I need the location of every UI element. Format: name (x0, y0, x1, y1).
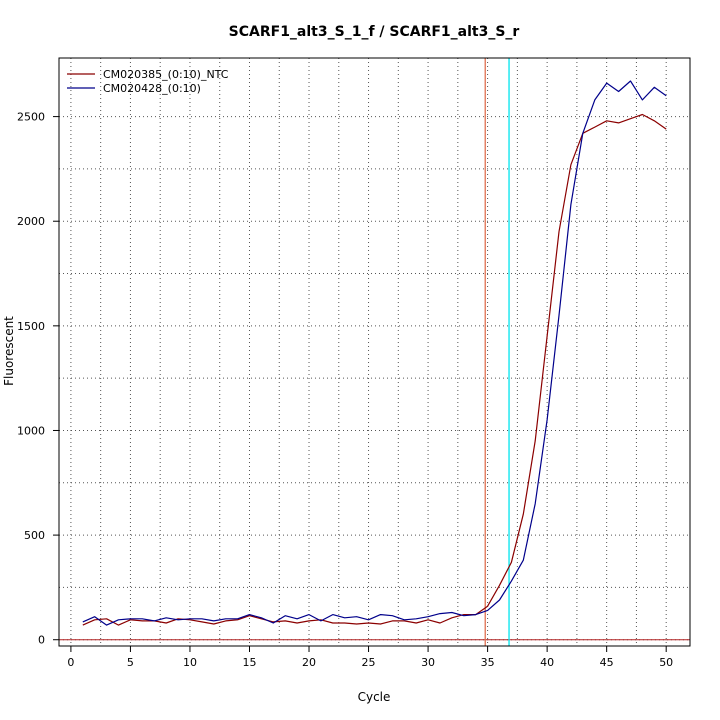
x-axis: 0 5 10 15 20 25 30 35 40 45 50 (67, 646, 673, 669)
x-tick-label: 5 (127, 656, 134, 669)
plot-border (58, 57, 691, 647)
series-line-2 (82, 80, 667, 626)
x-tick-label: 35 (481, 656, 495, 669)
series-line-1 (82, 113, 667, 626)
x-tick-label: 0 (67, 656, 74, 669)
grid (59, 58, 690, 646)
y-tick-label: 1500 (17, 320, 45, 333)
y-tick-label: 0 (38, 634, 45, 647)
x-tick-label: 40 (540, 656, 554, 669)
y-tick-label: 2500 (17, 111, 45, 124)
series-lines (82, 80, 667, 626)
legend-entry-1: CM020385_(0:10)_NTC (103, 68, 229, 81)
y-axis-label: Fluorescent (2, 316, 16, 386)
x-tick-label: 10 (183, 656, 197, 669)
y-tick-label: 500 (24, 529, 45, 542)
x-tick-label: 25 (362, 656, 376, 669)
y-axis: 0 500 1000 1500 2000 2500 (17, 111, 59, 647)
vertical-markers (59, 58, 690, 646)
x-tick-label: 20 (302, 656, 316, 669)
x-tick-label: 50 (659, 656, 673, 669)
legend-entry-2: CM020428_(0:10) (103, 82, 201, 95)
x-axis-label: Cycle (358, 690, 391, 704)
y-tick-label: 2000 (17, 215, 45, 228)
x-tick-label: 30 (421, 656, 435, 669)
chart-title: SCARF1_alt3_S_1_f / SCARF1_alt3_S_r (229, 24, 520, 40)
y-tick-label: 1000 (17, 424, 45, 437)
x-tick-label: 45 (600, 656, 614, 669)
x-tick-label: 15 (242, 656, 256, 669)
